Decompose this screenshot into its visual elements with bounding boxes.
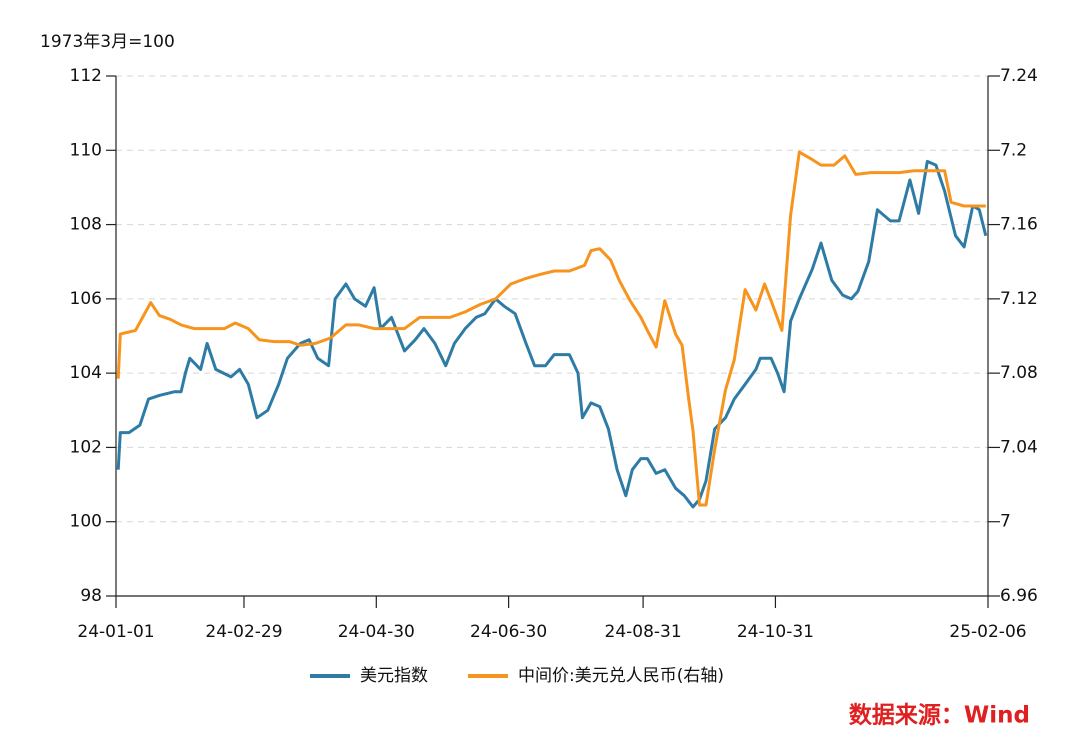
- y-tick-label: 112: [70, 66, 102, 86]
- x-tick-label: 24-02-29: [205, 622, 282, 642]
- y-tick-label: 98: [80, 586, 102, 606]
- x-tick-label: 25-02-06: [949, 622, 1026, 642]
- series-line: [116, 159, 988, 509]
- y2-tick-label: 7: [1000, 512, 1011, 532]
- y2-tick-label: 7.2: [1000, 140, 1027, 160]
- y2-tick-label: 7.04: [1000, 437, 1038, 457]
- y-tick-label: 106: [70, 289, 102, 309]
- series-line: [116, 150, 986, 507]
- y2-tick-label: 7.16: [1000, 215, 1038, 235]
- x-tick-label: 24-06-30: [470, 622, 547, 642]
- legend-label: 美元指数: [360, 666, 428, 686]
- x-tick-label: 24-04-30: [338, 622, 415, 642]
- x-tick-label: 24-01-01: [77, 622, 154, 642]
- y2-tick-label: 7.08: [1000, 363, 1038, 383]
- y-tick-label: 104: [70, 363, 102, 383]
- x-tick-label: 24-10-31: [737, 622, 814, 642]
- y-tick-label: 102: [70, 437, 102, 457]
- legend-label: 中间价:美元兑人民币(右轴): [518, 666, 724, 686]
- y-axis-label: 1973年3月=100: [40, 32, 175, 52]
- y-tick-label: 110: [70, 140, 102, 160]
- y2-tick-label: 7.24: [1000, 66, 1038, 86]
- y2-tick-label: 6.96: [1000, 586, 1038, 606]
- y-tick-label: 108: [70, 215, 102, 235]
- y-tick-label: 100: [70, 512, 102, 532]
- y2-tick-label: 7.12: [1000, 289, 1038, 309]
- source: 数据来源：Wind: [849, 703, 1030, 729]
- x-tick-label: 24-08-31: [605, 622, 682, 642]
